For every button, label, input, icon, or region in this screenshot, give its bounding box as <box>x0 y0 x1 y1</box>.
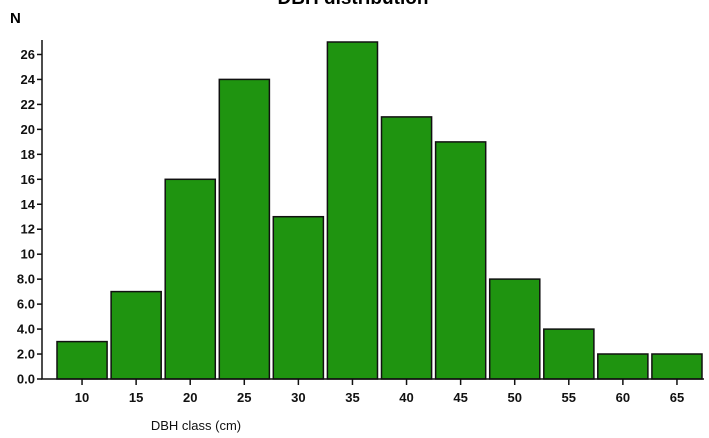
y-tick-label: 6.0 <box>17 297 35 312</box>
bar-65 <box>651 353 703 380</box>
x-tick-label: 40 <box>399 390 413 405</box>
y-tick-label: 22 <box>21 97 35 112</box>
bar-60 <box>597 353 649 380</box>
x-tick-label: 20 <box>183 390 197 405</box>
x-tick-label: 25 <box>237 390 251 405</box>
x-tick-label: 10 <box>75 390 89 405</box>
y-tick-label: 8.0 <box>17 272 35 287</box>
bar-10 <box>56 340 108 380</box>
bar-20 <box>164 178 217 380</box>
x-tick-label: 50 <box>507 390 521 405</box>
x-tick-label: 35 <box>345 390 359 405</box>
y-tick-label: 24 <box>21 72 36 87</box>
axis-lines <box>41 40 704 380</box>
x-axis-label: DBH class (cm) <box>151 418 241 433</box>
y-tick-label: 16 <box>21 172 35 187</box>
y-axis-label: N <box>10 10 21 27</box>
y-tick-label: 12 <box>21 222 35 237</box>
y-tick-label: 4.0 <box>17 322 35 337</box>
bar-50 <box>488 278 541 380</box>
y-tick-label: 18 <box>21 147 35 162</box>
y-tick-label: 14 <box>21 197 36 212</box>
bar-55 <box>543 328 595 380</box>
bar-35 <box>326 41 379 380</box>
x-tick-label: 30 <box>291 390 305 405</box>
bar-25 <box>218 78 271 380</box>
y-tick-label: 10 <box>21 247 35 262</box>
x-tick-label: 15 <box>129 390 143 405</box>
y-ticks-group: 0.0 2.0 4.0 6.0 8.0 10 12 14 16 18 20 22 24 26 <box>17 47 42 387</box>
y-tick-label: 26 <box>21 47 35 62</box>
y-tick-label: 20 <box>21 122 35 137</box>
bars-group <box>56 41 703 380</box>
bar-30 <box>272 215 325 380</box>
x-tick-label: 65 <box>670 390 684 405</box>
x-tick-label: 45 <box>453 390 467 405</box>
bar-40 <box>380 116 433 380</box>
x-ticks-group: 10 15 20 25 30 35 40 45 50 55 60 65 <box>75 379 684 405</box>
x-tick-label: 55 <box>562 390 576 405</box>
bar-45 <box>434 141 487 380</box>
x-tick-label: 60 <box>616 390 630 405</box>
bar-15 <box>110 290 162 380</box>
y-tick-label: 0.0 <box>17 372 35 387</box>
chart-title: DBH distribution <box>278 0 429 9</box>
y-tick-label: 2.0 <box>17 347 35 362</box>
